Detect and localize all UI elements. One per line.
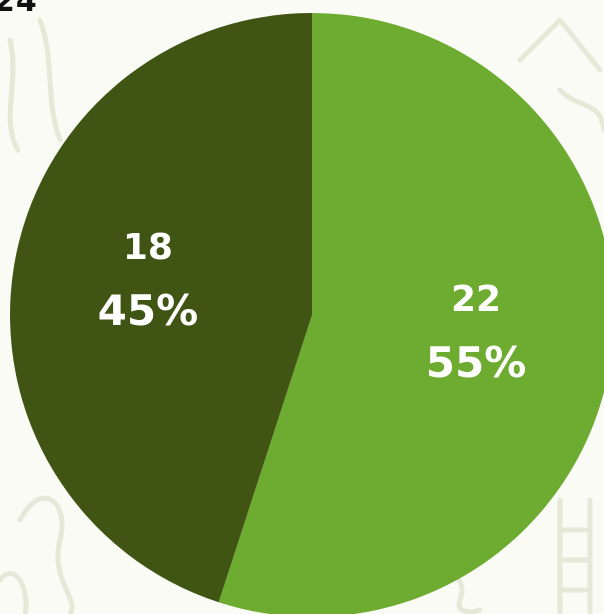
doodle-left-bottom-2 bbox=[0, 571, 29, 614]
pie-slice-1 bbox=[10, 13, 313, 603]
doodle-right-bottom bbox=[557, 497, 593, 614]
pie-labels: 22 55% 18 45% bbox=[98, 227, 527, 387]
slice-value-label-0: 22 bbox=[451, 279, 501, 320]
pie-slice-0 bbox=[218, 13, 604, 614]
doodle-right-top-2 bbox=[557, 87, 604, 133]
slice-percent-label-0: 55% bbox=[426, 338, 527, 387]
doodle-left-top bbox=[7, 37, 21, 153]
doodle-left-top-2 bbox=[37, 17, 63, 143]
doodle-right-top bbox=[517, 17, 603, 73]
chart-title-fragment: 24 bbox=[0, 0, 38, 19]
slice-value-label-1: 18 bbox=[123, 227, 173, 268]
slice-percent-label-1: 45% bbox=[98, 286, 199, 335]
pie-slices bbox=[10, 13, 604, 614]
doodle-left-bottom bbox=[17, 495, 75, 614]
